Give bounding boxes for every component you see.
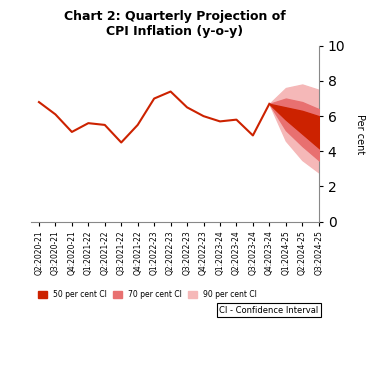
Legend: 50 per cent CI, 70 per cent CI, 90 per cent CI: 50 per cent CI, 70 per cent CI, 90 per c…: [35, 287, 260, 302]
Title: Chart 2: Quarterly Projection of
CPI Inflation (y-o-y): Chart 2: Quarterly Projection of CPI Inf…: [64, 10, 286, 38]
Text: CI - Confidence Interval: CI - Confidence Interval: [220, 306, 319, 315]
Y-axis label: Per cent: Per cent: [355, 113, 365, 154]
